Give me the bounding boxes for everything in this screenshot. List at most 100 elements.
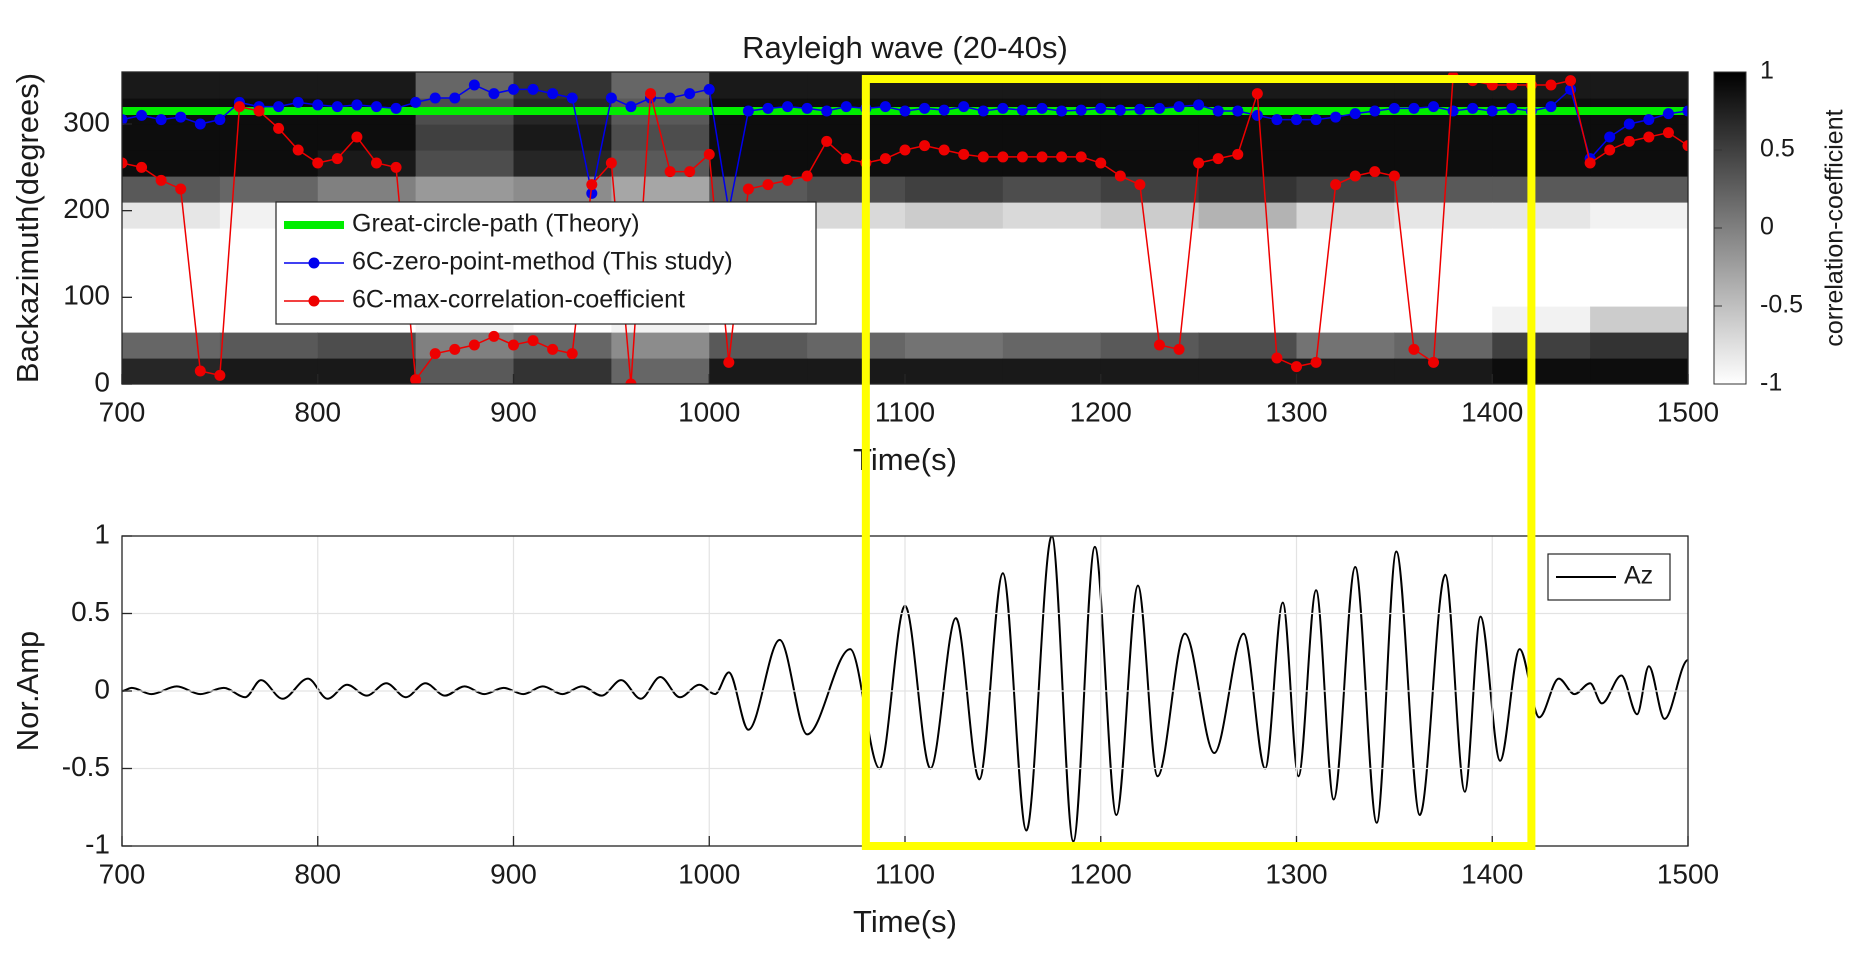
series-marker [331, 153, 343, 165]
series-marker [370, 101, 382, 113]
heatmap-cell [1198, 306, 1298, 333]
series-marker [1134, 103, 1146, 115]
series-marker [1467, 102, 1479, 114]
series-marker [253, 105, 265, 117]
series-marker [625, 378, 637, 384]
series-marker [1310, 356, 1322, 368]
heatmap-cell [317, 124, 417, 151]
series-marker [566, 92, 578, 104]
series-marker [410, 96, 422, 108]
heatmap-cell [219, 176, 319, 203]
series-marker [292, 96, 304, 108]
heatmap-cell [807, 176, 906, 203]
series-marker [1212, 105, 1224, 117]
series-marker [1114, 104, 1126, 116]
y-tick-label: 100 [63, 280, 110, 311]
series-marker [801, 170, 813, 182]
heatmap-cell [513, 176, 612, 203]
series-marker [1565, 75, 1577, 87]
series-marker [1212, 153, 1224, 165]
heatmap-cell [1492, 176, 1591, 203]
series-marker [468, 339, 480, 351]
series-marker [175, 111, 187, 123]
heatmap-cell [1002, 280, 1102, 307]
heatmap-cell [1394, 124, 1493, 151]
heatmap-cell [1590, 228, 1688, 255]
heatmap-cell [905, 306, 1004, 333]
heatmap-cell [1394, 150, 1493, 177]
series-marker [1193, 157, 1205, 169]
colorbar-tick-label: 1 [1760, 57, 1774, 85]
series-marker [1428, 356, 1440, 368]
series-marker [821, 105, 833, 117]
series-marker [938, 144, 950, 156]
heatmap-cell [1590, 358, 1688, 384]
y-tick-label: 300 [63, 106, 110, 137]
series-marker [997, 151, 1009, 163]
series-marker [527, 83, 539, 95]
heatmap-cell [1198, 176, 1298, 203]
heatmap-cell [807, 202, 906, 229]
series-marker [1545, 79, 1557, 91]
heatmap-cell [709, 150, 808, 177]
series-marker [273, 101, 285, 113]
heatmap-cell [1394, 358, 1493, 384]
series-marker [1232, 105, 1244, 117]
series-marker [1075, 151, 1087, 163]
x-tick-label: 1100 [875, 396, 935, 427]
series-marker [1604, 131, 1616, 143]
series-marker [1545, 101, 1557, 113]
series-marker [1134, 179, 1146, 191]
heatmap-cell [1394, 332, 1493, 359]
heatmap-cell [317, 72, 417, 99]
heatmap-cell [1296, 202, 1395, 229]
x-tick-label: 1500 [1657, 858, 1719, 889]
heatmap-cell [1492, 254, 1591, 281]
series-marker [1173, 343, 1185, 355]
heatmap-cell [1100, 124, 1200, 151]
series-marker [1408, 343, 1420, 355]
series-marker [1036, 102, 1048, 114]
heatmap-cell [122, 332, 221, 359]
series-marker [547, 88, 559, 100]
heatmap-cell [1296, 228, 1395, 255]
heatmap-cell [1590, 280, 1688, 307]
heatmap-cell [1002, 150, 1102, 177]
series-marker [605, 92, 617, 104]
series-marker [938, 104, 950, 116]
heatmap-cell [1492, 228, 1591, 255]
heatmap-cell [905, 228, 1004, 255]
series-marker [586, 179, 598, 191]
series-marker [175, 183, 187, 195]
x-tick-label: 900 [490, 858, 537, 889]
series-marker [566, 348, 578, 360]
legend-marker [308, 257, 320, 269]
heatmap-cell [1492, 306, 1591, 333]
heatmap-cell [1590, 332, 1688, 359]
series-marker [1408, 102, 1420, 114]
colorbar-tick-label: -0.5 [1760, 291, 1803, 319]
series-marker [429, 348, 441, 360]
series-marker [488, 330, 500, 342]
series-marker [136, 161, 148, 173]
heatmap-cell [1590, 306, 1688, 333]
series-marker [1095, 102, 1107, 114]
series-marker [1291, 361, 1302, 373]
legend-box [275, 201, 817, 325]
heatmap-cell [1590, 176, 1688, 203]
heatmap-cell [1100, 306, 1200, 333]
series-marker [645, 88, 657, 100]
series-marker [429, 92, 441, 104]
heatmap-cell [807, 254, 906, 281]
heatmap-cell [807, 280, 906, 307]
series-marker [762, 179, 774, 191]
series-marker [1682, 140, 1688, 152]
heatmap-cell [219, 332, 319, 359]
x-tick-label: 1000 [678, 858, 740, 889]
heatmap-cell [1296, 124, 1395, 151]
heatmap-cell [1492, 332, 1591, 359]
series-marker [801, 102, 813, 114]
heatmap-cell [1100, 202, 1200, 229]
heatmap-cell [807, 306, 906, 333]
heatmap-cell [122, 280, 221, 307]
